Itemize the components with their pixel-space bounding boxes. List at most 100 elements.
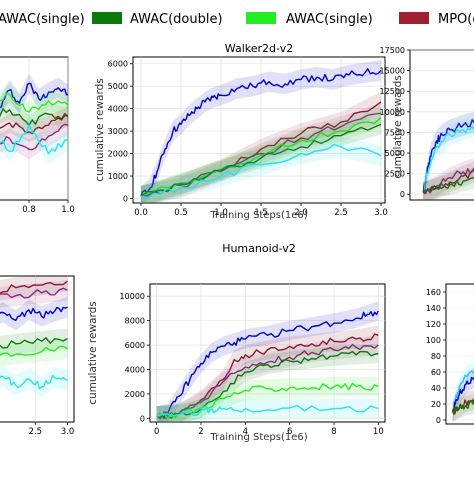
x-tick-label: 2 (198, 427, 203, 437)
plot-frame (445, 283, 474, 425)
series-line-dark_green (422, 176, 474, 194)
series-band-maroon (423, 161, 474, 200)
series-line-cyan (140, 143, 382, 199)
y-tick-label: 4000 (108, 105, 128, 114)
series-band-purple (423, 158, 474, 200)
y-tick-label: 2000 (108, 150, 128, 159)
series-line-maroon (0, 114, 68, 135)
y-tick-label: 100 (426, 336, 441, 345)
legend-swatch-awac-single-2 (246, 12, 276, 24)
legend-swatch-awac-double (92, 12, 122, 24)
x-tick-label: 1.5 (254, 208, 268, 218)
chart-left-bottom: 2.5 3.0 (0, 275, 75, 437)
series-band-cyan (423, 116, 474, 200)
y-tick-label: 2000 (125, 390, 145, 399)
chart-walker: 0 1000 2000 3000 4000 5000 6000 0.0 0.5 1.0 1.5 2.0… (94, 42, 388, 221)
y-tick-label: 80 (431, 352, 441, 361)
plot-frame (0, 275, 75, 423)
x-tick-label: 8 (331, 427, 336, 437)
x-tick-label: 3.0 (61, 427, 75, 437)
x-tick-label: 0.8 (22, 205, 36, 215)
y-tick-label: 4000 (125, 365, 145, 374)
series-line-dark_green (140, 123, 382, 197)
series-line-cyan (422, 125, 474, 194)
y-tick-label: 6000 (108, 60, 128, 69)
series-band-cyan (452, 361, 474, 422)
x-tick-label: 10 (373, 427, 384, 437)
x-tick-label: 4 (243, 427, 248, 437)
series-band-dark_green (156, 344, 379, 422)
y-tick-label: 10000 (380, 108, 405, 117)
series-line-blue (140, 68, 382, 197)
y-tick-label: 0 (400, 190, 405, 199)
y-tick-label: 15000 (380, 67, 405, 76)
legend: AWAC(single) AWAC(double) AWAC(single) M… (0, 12, 474, 27)
series-band-blue (141, 60, 381, 203)
series-line-blue (156, 310, 379, 419)
y-tick-label: 12500 (380, 87, 405, 96)
y-tick-label: 2500 (385, 170, 405, 179)
series-line-light_green (0, 345, 68, 357)
series-band-blue (156, 301, 379, 422)
series-group (0, 73, 68, 164)
x-tick-label: 6 (287, 427, 292, 437)
series-band-purple (0, 115, 68, 160)
series-band-purple (156, 335, 379, 422)
y-tick-label: 7500 (385, 128, 405, 137)
y-axis-label: cumulative rewards (94, 78, 106, 182)
series-band-blue (423, 111, 474, 200)
legend-label-mpo: MPO(e (438, 12, 474, 27)
y-axis-label: cumulative rewards (392, 75, 404, 179)
series-band-maroon (0, 106, 68, 142)
series-band-light_green (156, 376, 379, 422)
series-line-maroon (140, 101, 382, 198)
legend-label-awac-double: AWAC(double) (130, 12, 223, 27)
y-tick-label: 6000 (125, 341, 145, 350)
y-tick-label: 17500 (380, 46, 405, 55)
y-tick-label: 40 (431, 384, 441, 393)
x-tick-label: 0 (154, 427, 159, 437)
series-group (140, 60, 382, 203)
y-axis-label: cumulative rewards (87, 301, 99, 405)
series-group (452, 361, 474, 422)
series-band-cyan (141, 136, 381, 203)
series-band-cyan (0, 115, 68, 164)
series-line-maroon (0, 280, 68, 294)
series-group (422, 111, 474, 200)
legend-label-awac-single-2: AWAC(single) (286, 12, 373, 27)
x-tick-label: 2.0 (294, 208, 308, 218)
y-tick-label: 5000 (108, 82, 128, 91)
x-tick-label: 0.5 (174, 208, 188, 218)
x-tick-label: 2.5 (334, 208, 348, 218)
y-tick-label: 0 (436, 416, 441, 425)
series-line-dark_green (452, 400, 474, 415)
y-tick-label: 1000 (108, 172, 128, 181)
series-band-cyan (0, 366, 68, 397)
y-tick-label: 140 (426, 304, 441, 313)
series-line-blue (422, 119, 474, 193)
x-axis-label: Training Steps(1e6) (209, 432, 307, 443)
chart-right-bottom: 0 20 40 60 80 100 120 140 160 (426, 283, 474, 425)
series-line-cyan (156, 404, 379, 417)
series-band-blue (0, 297, 68, 331)
series-line-purple (0, 123, 68, 151)
y-tick-label: 0 (123, 195, 128, 204)
series-band-blue (452, 367, 474, 422)
chart-title: Humanoid-v2 (222, 242, 296, 255)
series-band-blue (0, 73, 68, 118)
series-band-dark_green (0, 99, 68, 136)
x-tick-label: 3.0 (374, 208, 388, 218)
series-line-blue (0, 306, 68, 321)
series-group (156, 301, 379, 422)
chart-title: Walker2d-v2 (225, 42, 293, 55)
y-tick-label: 10000 (120, 292, 145, 301)
series-line-light_green (0, 92, 68, 113)
plot-frame (0, 56, 69, 201)
series-line-dark_green (0, 337, 68, 349)
chart-right-top: 0 2500 5000 7500 10000 12500 15000 17500 cumulat… (380, 46, 474, 201)
legend-label-awac-single-1: AWAC(single) (0, 12, 85, 27)
series-line-light_green (156, 382, 379, 420)
y-tick-label: 60 (431, 368, 441, 377)
